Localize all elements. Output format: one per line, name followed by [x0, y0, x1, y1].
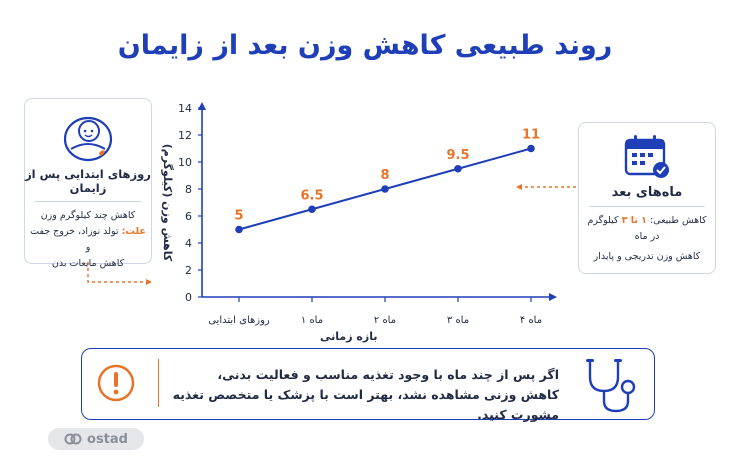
- data-label: 8: [380, 168, 389, 183]
- advice-line1: اگر پس از چند ماه با وجود تغذیه مناسب و …: [217, 367, 559, 382]
- early-days-line1: کاهش چند کیلوگرم وزن: [40, 210, 136, 221]
- y-tick-label: 10: [178, 156, 192, 169]
- stethoscope-icon: [580, 355, 644, 419]
- rate-prefix: کاهش طبیعی:: [646, 215, 707, 226]
- weight-loss-chart: 0 2 4 6 8 10 12 14 روزهای ابتدایی ماه ۱ ماه ۲ ماه …: [161, 102, 557, 326]
- y-axis-arrow: [198, 102, 206, 110]
- card-divider: [589, 206, 705, 207]
- data-point: [527, 144, 535, 153]
- data-point: [235, 225, 243, 234]
- y-tick-label: 2: [185, 264, 192, 277]
- early-days-heading: روزهای ابتدایی پس از زایمان: [25, 167, 151, 195]
- data-label: 6.5: [300, 188, 323, 203]
- cause-text: تولد نوزاد، خروج جفت و: [30, 226, 122, 253]
- data-point: [454, 164, 462, 173]
- data-label: 5: [234, 209, 243, 224]
- page-title: روند طبیعی کاهش وزن بعد از زایمان: [117, 30, 613, 61]
- early-days-card: روزهای ابتدایی پس از زایمان کاهش چند کیل…: [24, 98, 152, 269]
- x-tick-label: ماه ۳: [447, 315, 469, 326]
- x-tick-label: ماه ۱: [301, 315, 323, 326]
- warning-icon: [94, 361, 138, 405]
- baby-icon: [25, 109, 151, 167]
- x-tick-label: روزهای ابتدایی: [208, 315, 270, 326]
- rate-highlight: ۱ تا ۳: [621, 215, 647, 226]
- later-months-card: ماه‌های بعد کاهش طبیعی: ۱ تا ۳ کیلوگرم د…: [578, 122, 716, 274]
- ostad-logo-icon: [64, 433, 82, 445]
- y-tick-label: 8: [185, 183, 192, 196]
- data-label: 9.5: [446, 148, 469, 163]
- y-axis-label: کاهش وزن (کیلوگرم): [161, 144, 174, 262]
- ostad-logo-text: ostad: [87, 431, 128, 447]
- card-divider: [35, 201, 141, 202]
- early-days-cause: علت: تولد نوزاد، خروج جفت و: [25, 224, 151, 256]
- note-divider: [158, 359, 159, 407]
- advice-note: اگر پس از چند ماه با وجود تغذیه مناسب و …: [81, 348, 655, 422]
- y-tick-label: 12: [178, 129, 192, 142]
- calendar-check-icon: [579, 133, 715, 185]
- x-tick-label: ماه ۲: [374, 315, 396, 326]
- data-point: [381, 185, 389, 193]
- y-tick-label: 6: [185, 210, 192, 223]
- y-tick-label: 4: [185, 237, 192, 250]
- chart-axes: [198, 102, 557, 301]
- later-months-heading: ماه‌های بعد: [611, 185, 683, 200]
- y-tick-label: 14: [178, 102, 192, 115]
- y-tick-label: 0: [185, 291, 192, 304]
- x-axis-arrow: [549, 293, 557, 301]
- x-axis-label: بازه زمانی: [320, 330, 378, 343]
- data-label: 11: [522, 128, 540, 143]
- later-months-line2: کاهش وزن تدریجی و پایدار: [593, 251, 701, 262]
- ostad-logo: ostad: [48, 428, 144, 450]
- advice-text: اگر پس از چند ماه با وجود تغذیه مناسب و …: [139, 365, 559, 425]
- advice-line2: کاهش وزنی مشاهده نشد، بهتر است با پزشک ی…: [172, 387, 559, 422]
- rate-suffix: کیلوگرم در ماه: [587, 215, 660, 242]
- later-months-line1: کاهش طبیعی: ۱ تا ۳ کیلوگرم در ماه: [579, 213, 715, 245]
- data-point: [308, 205, 316, 214]
- x-tick-label: ماه ۴: [520, 315, 542, 326]
- cause-label: علت:: [121, 226, 146, 237]
